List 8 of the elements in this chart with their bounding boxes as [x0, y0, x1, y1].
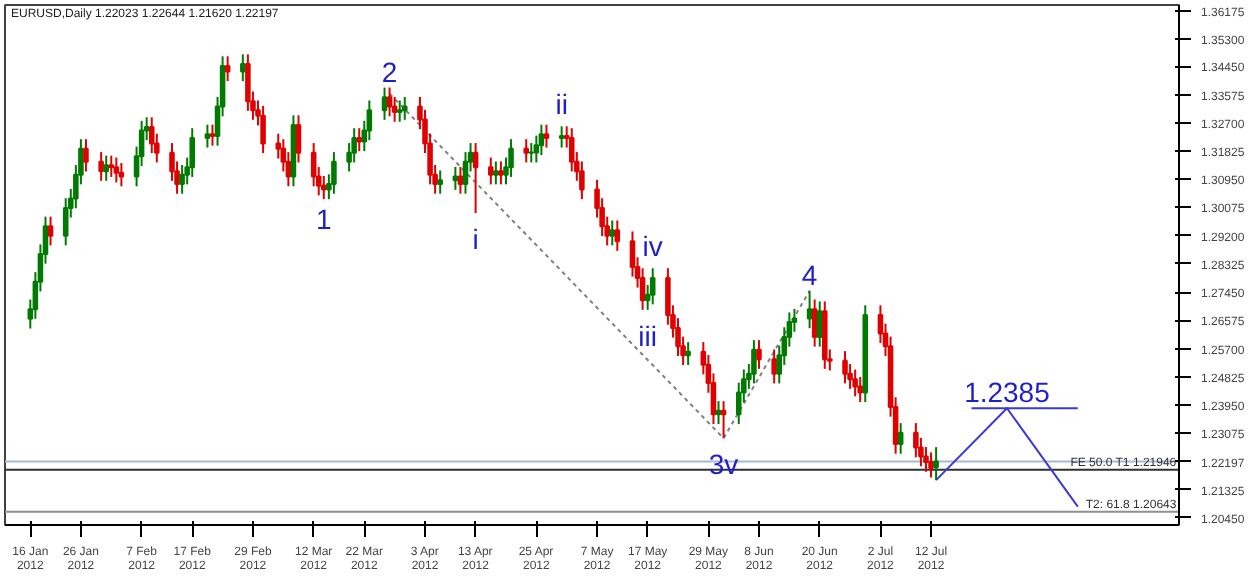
annotation: 4 [801, 258, 818, 291]
annotation: ii [555, 88, 568, 121]
annotation: 1 [316, 203, 333, 236]
annotation: iii [638, 319, 658, 352]
annotation: 1.2385 [964, 376, 1051, 409]
annotation: iv [642, 230, 663, 263]
annotation: 2 [381, 55, 398, 88]
annotation: i [472, 223, 479, 256]
